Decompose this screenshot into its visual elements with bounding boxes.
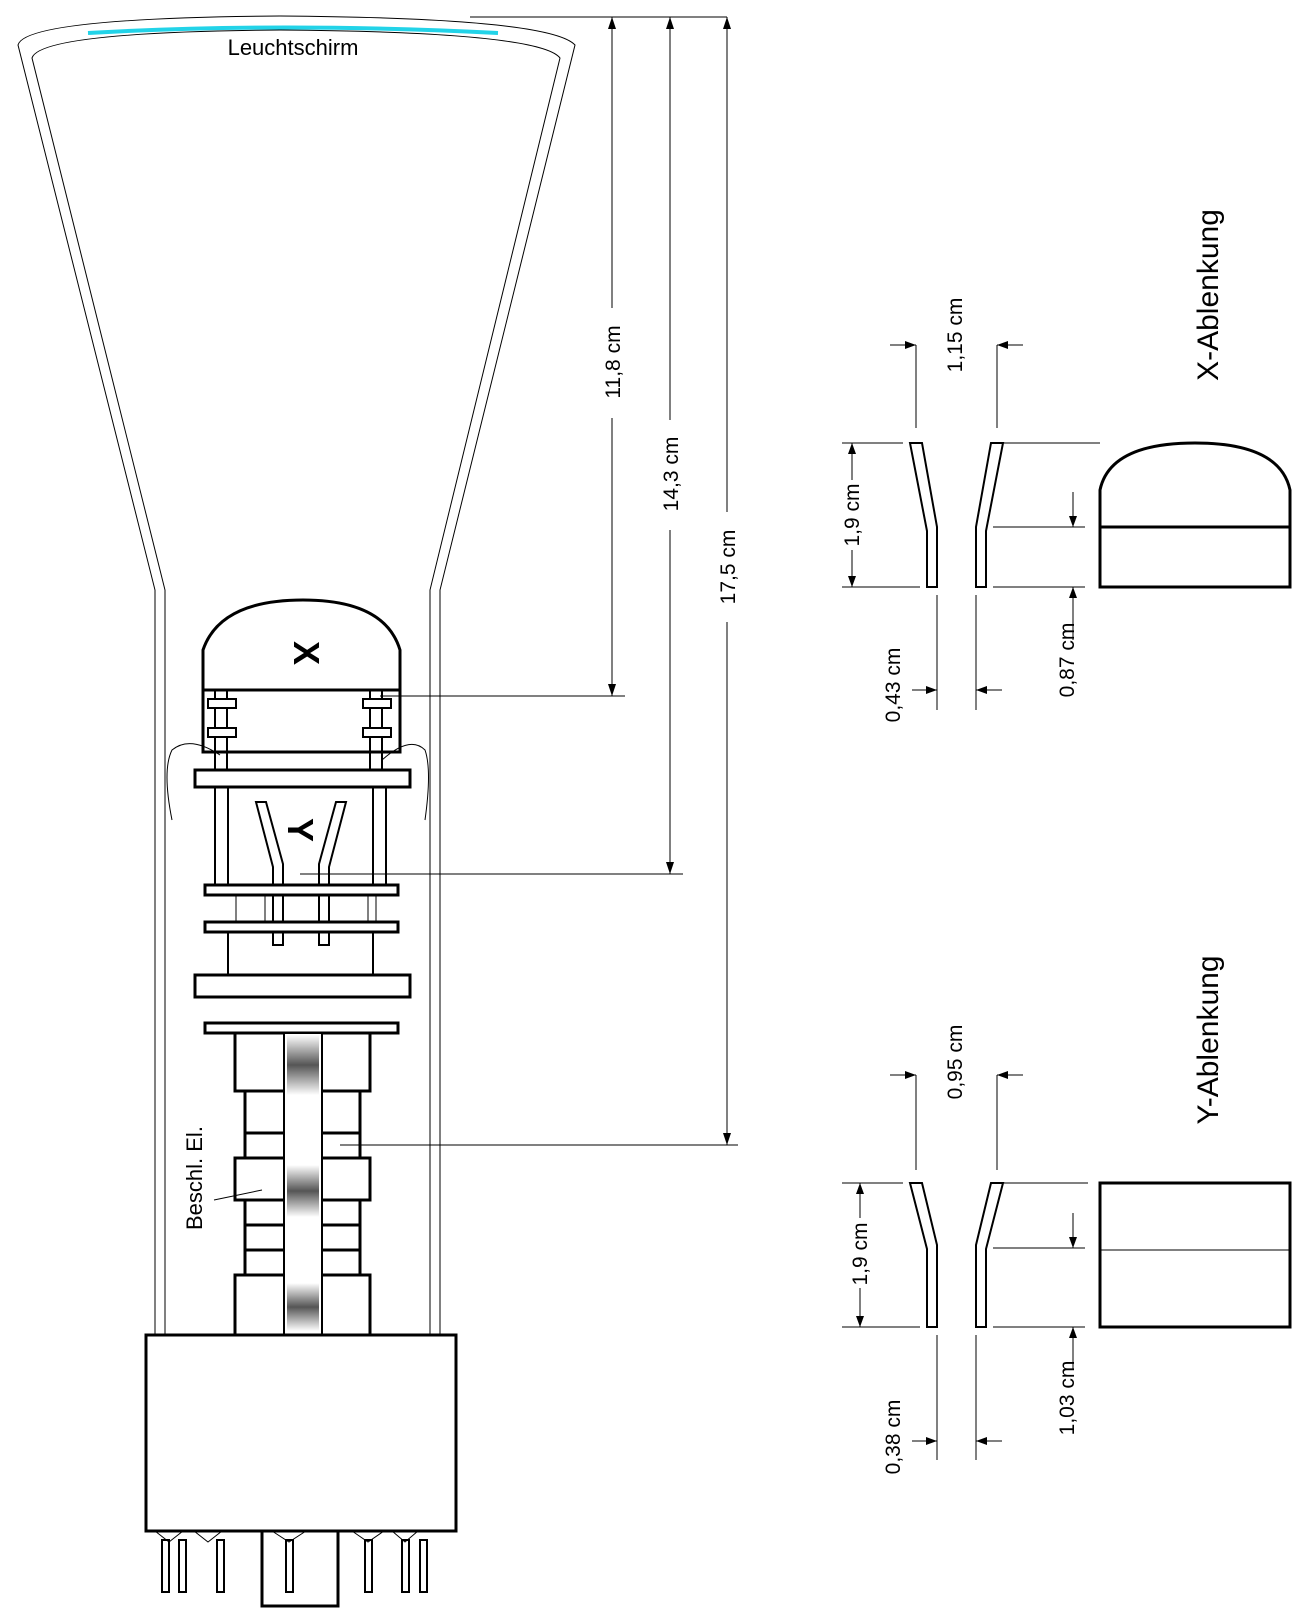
y-plate-left [908, 1182, 938, 1328]
y-top-gap-label: 0,95 cm [944, 1025, 967, 1100]
y-plate-assembly: Y [193, 768, 412, 975]
x-plate-letter: X [286, 641, 327, 665]
electron-gun: Beschl. El. [182, 973, 412, 1337]
tube-base [144, 1333, 458, 1608]
dim-label-screen-accel: 17,5 cm [717, 530, 740, 605]
dim-label-screen-y: 14,3 cm [660, 437, 683, 512]
dim-label-screen-x: 11,8 cm [602, 325, 625, 398]
accel-electrode-label: Beschl. El. [182, 1126, 207, 1230]
x-bottom-gap-label: 0,43 cm [882, 648, 905, 723]
phosphor-screen [87, 25, 499, 35]
tube-dimensions: 11,8 cm 14,3 cm 17,5 cm [300, 16, 743, 1146]
x-plate-right [975, 442, 1005, 588]
y-plate-right [975, 1182, 1005, 1328]
y-length-label: 1,9 cm [849, 1222, 872, 1285]
y-deflection-detail: Y-Ablenkung 0,95 cm 1,9 cm 0,38 cm 1,03 … [842, 955, 1292, 1475]
x-deflection-title: X-Ablenkung [1192, 209, 1225, 381]
screen-label: Leuchtschirm [228, 35, 359, 60]
x-straight-length-label: 0,87 cm [1056, 623, 1079, 698]
y-deflection-title: Y-Ablenkung [1192, 955, 1225, 1124]
x-deflection-detail: X-Ablenkung 1,15 cm 1,9 cm 0,43 cm 0,87 … [837, 209, 1292, 723]
tube-glass: Leuchtschirm [17, 15, 576, 1335]
y-plate-letter: Y [280, 818, 321, 842]
x-length-label: 1,9 cm [841, 483, 864, 546]
x-plate-left [908, 442, 938, 588]
x-plate-profile [1098, 441, 1292, 529]
y-bottom-gap-label: 0,38 cm [882, 1400, 905, 1475]
x-plate-assembly: X [166, 598, 429, 821]
y-plate-profile [1098, 1181, 1292, 1329]
x-top-gap-label: 1,15 cm [944, 298, 967, 373]
y-straight-length-label: 1,03 cm [1056, 1361, 1079, 1436]
base-pins [154, 1530, 428, 1593]
